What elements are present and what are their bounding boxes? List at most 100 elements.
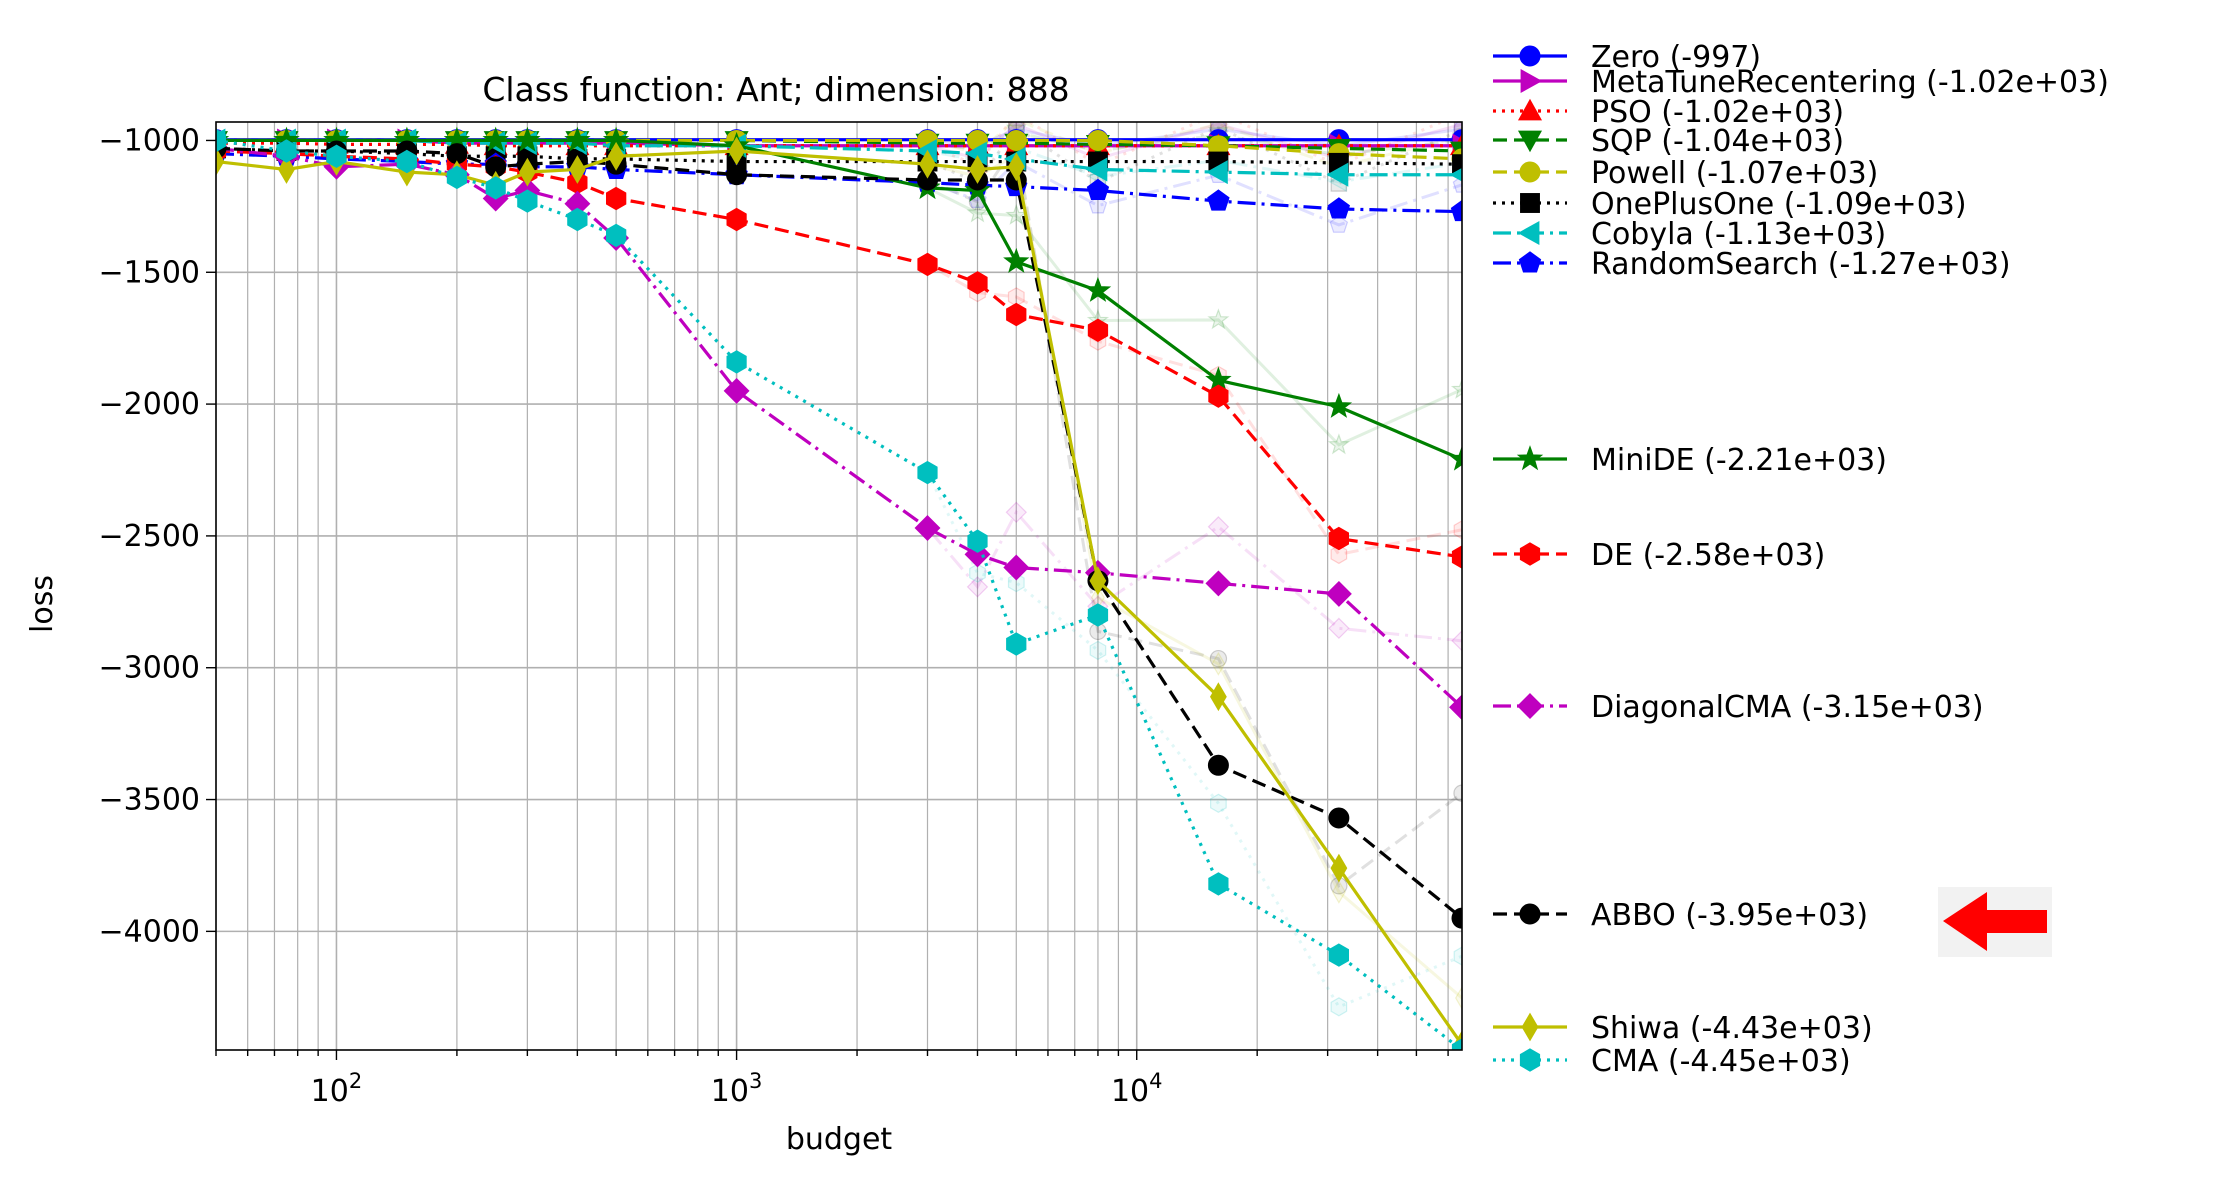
faint-marker bbox=[1453, 520, 1462, 540]
legend-marker bbox=[1519, 542, 1541, 566]
plot-frame bbox=[215, 121, 1463, 1051]
y-tick-label: −3000 bbox=[99, 651, 200, 686]
data-point bbox=[1210, 682, 1227, 712]
x-axis-ticks: 102 103 104 bbox=[215, 1050, 1449, 1109]
faint-marker bbox=[1007, 122, 1025, 129]
y-tick-label: −1500 bbox=[99, 255, 200, 290]
faint-marker bbox=[1454, 122, 1462, 135]
data-point bbox=[1087, 318, 1109, 342]
legend-label: DiagonalCMA (-3.15e+03) bbox=[1591, 690, 1984, 725]
legend-label: CMA (-4.45e+03) bbox=[1591, 1044, 1851, 1079]
faint-marker bbox=[1209, 649, 1228, 668]
faint-marker bbox=[1455, 986, 1462, 1010]
data-point bbox=[1449, 694, 1462, 721]
legend-label: Shiwa (-4.43e+03) bbox=[1591, 1011, 1873, 1046]
data-point bbox=[605, 223, 627, 248]
data-point bbox=[519, 157, 536, 187]
data-point bbox=[278, 155, 295, 184]
data-point bbox=[917, 252, 938, 277]
faint-marker bbox=[966, 201, 989, 223]
chart-title: Class function: Ant; dimension: 888 bbox=[482, 70, 1069, 109]
data-point bbox=[1087, 603, 1109, 627]
data-point bbox=[1087, 129, 1109, 151]
data-point bbox=[1207, 754, 1229, 776]
data-point bbox=[967, 271, 988, 295]
legend-label: RandomSearch (-1.27e+03) bbox=[1591, 247, 2011, 282]
legend-label: PSO (-1.02e+03) bbox=[1591, 95, 1844, 130]
legend-marker bbox=[1517, 220, 1540, 246]
faint-marker bbox=[1330, 997, 1348, 1017]
y-tick-label: −3500 bbox=[99, 783, 200, 818]
faint-marker bbox=[1089, 640, 1107, 661]
data-point bbox=[1448, 445, 1462, 471]
data-point bbox=[1450, 199, 1462, 222]
faint-marker bbox=[1005, 203, 1028, 225]
data-point bbox=[276, 139, 297, 163]
legend-marker bbox=[1519, 161, 1541, 183]
faint-marker bbox=[1328, 617, 1350, 640]
data-point bbox=[1086, 178, 1110, 200]
faint-marker bbox=[1209, 793, 1227, 813]
legend-marker bbox=[1520, 68, 1543, 94]
legend-label: MetaTuneRecentering (-1.02e+03) bbox=[1591, 65, 2109, 100]
faint-marker bbox=[1453, 946, 1462, 966]
data-point bbox=[1006, 632, 1027, 656]
data-point bbox=[1208, 872, 1229, 896]
data-point bbox=[1330, 853, 1348, 883]
x-tick-label: 103 bbox=[711, 1069, 763, 1109]
data-point bbox=[1328, 943, 1350, 967]
data-point bbox=[1003, 554, 1030, 581]
legend-marker bbox=[1516, 445, 1544, 471]
data-point bbox=[723, 377, 750, 404]
data-point bbox=[1085, 157, 1108, 182]
data-point bbox=[564, 126, 591, 152]
faint-marker bbox=[1327, 433, 1351, 455]
data-point bbox=[1449, 167, 1462, 182]
legend-label: ABBO (-3.95e+03) bbox=[1591, 898, 1868, 933]
red-arrow-annotation bbox=[1938, 887, 2052, 957]
legend-label: Zero (-997) bbox=[1591, 40, 1761, 75]
data-point bbox=[1003, 247, 1030, 273]
data-point bbox=[1325, 392, 1353, 418]
data-point bbox=[569, 155, 586, 184]
red-arrow-icon bbox=[1943, 892, 2047, 951]
legend-marker bbox=[1519, 45, 1541, 67]
data-point bbox=[1084, 276, 1112, 302]
faint-marker bbox=[1088, 195, 1108, 214]
y-axis-ticks: −1000 −1500 −2000 −2500 −3000 −3500 −4000 bbox=[99, 123, 216, 949]
data-point bbox=[1007, 152, 1025, 182]
data-point bbox=[1326, 162, 1349, 187]
y-axis-label: loss bbox=[25, 575, 60, 633]
legend: Zero (-997)MetaTuneRecentering (-1.02e+0… bbox=[1493, 40, 2109, 1079]
data-point bbox=[446, 165, 467, 190]
data-point bbox=[1327, 197, 1351, 219]
x-axis-label: budget bbox=[786, 1122, 893, 1157]
data-point bbox=[1452, 154, 1462, 175]
x-tick-label: 102 bbox=[311, 1069, 363, 1109]
legend-marker bbox=[1517, 130, 1543, 153]
data-point bbox=[216, 147, 225, 176]
legend-label: Powell (-1.07e+03) bbox=[1591, 156, 1878, 191]
legend-label: OnePlusOne (-1.09e+03) bbox=[1591, 187, 1967, 222]
faint-marker bbox=[1330, 544, 1348, 565]
data-point bbox=[1451, 545, 1462, 569]
data-point bbox=[514, 126, 541, 152]
data-point bbox=[326, 144, 347, 168]
data-point bbox=[1325, 580, 1352, 607]
data-point bbox=[1006, 302, 1027, 327]
legend-marker bbox=[1519, 903, 1541, 925]
legend-label: Cobyla (-1.13e+03) bbox=[1591, 217, 1886, 252]
data-point bbox=[1089, 566, 1107, 596]
data-point bbox=[967, 529, 988, 553]
faint-marker bbox=[1207, 516, 1230, 538]
data-point bbox=[914, 515, 941, 541]
faint-marker bbox=[969, 563, 986, 583]
data-point bbox=[485, 176, 506, 200]
data-point bbox=[1206, 160, 1228, 185]
data-point bbox=[1205, 570, 1232, 597]
data-point bbox=[482, 126, 509, 152]
data-point bbox=[726, 164, 748, 186]
legend-marker bbox=[1520, 193, 1540, 213]
